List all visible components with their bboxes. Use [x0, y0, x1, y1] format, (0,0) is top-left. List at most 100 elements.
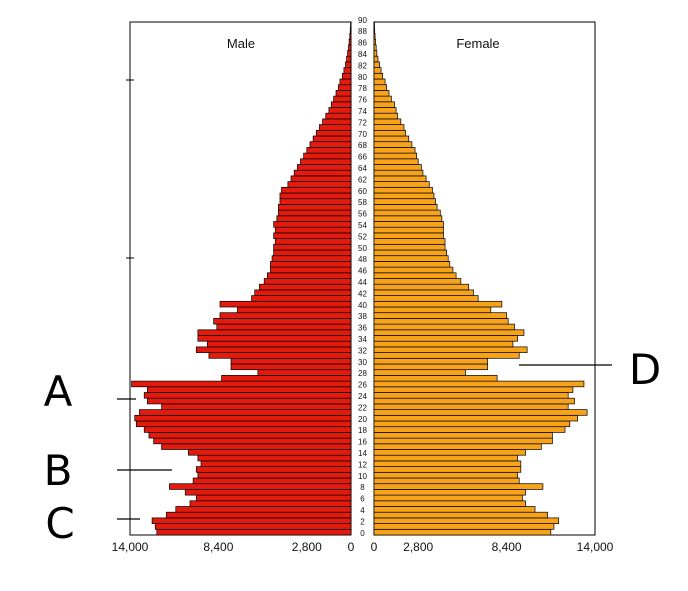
- female-bar-age-32: [373, 346, 528, 353]
- male-bar-age-59: [279, 192, 352, 200]
- female-bar-age-82: [373, 61, 380, 68]
- male-bar-age-61: [287, 181, 352, 188]
- female-bar-age-37: [373, 318, 509, 325]
- male-bar-age-33: [207, 340, 352, 348]
- female-bar-age-25: [373, 386, 574, 393]
- male-bar-age-67: [306, 147, 352, 154]
- female-bar-age-7: [373, 489, 526, 496]
- female-bar-age-21: [373, 409, 588, 416]
- male-bar-age-27: [221, 375, 352, 382]
- age-tick-8: 8: [360, 483, 365, 492]
- male-bar-age-86: [348, 38, 352, 46]
- male-bar-age-17: [148, 432, 352, 439]
- female-x-label-2: 8,400: [492, 540, 522, 554]
- age-tick-74: 74: [358, 107, 367, 116]
- female-bar-age-13: [373, 454, 518, 462]
- male-bar-age-60: [281, 186, 352, 194]
- male-bar-age-69: [312, 135, 352, 143]
- age-tick-44: 44: [358, 278, 367, 287]
- male-header: Male: [227, 36, 255, 51]
- female-bar-age-14: [373, 449, 526, 456]
- age-tick-22: 22: [358, 403, 367, 412]
- female-bar-age-84: [373, 50, 378, 57]
- male-x-label-0: 14,000: [112, 540, 149, 554]
- male-bar-age-87: [349, 33, 352, 40]
- age-tick-66: 66: [358, 153, 367, 162]
- female-bar-age-15: [373, 443, 542, 450]
- male-bar-age-58: [279, 198, 352, 205]
- female-bar-age-18: [373, 426, 566, 433]
- male-bar-age-39: [236, 306, 352, 314]
- female-bar-age-67: [373, 147, 416, 154]
- female-bar-age-58: [373, 198, 436, 205]
- female-bar-age-34: [373, 335, 518, 342]
- male-bar-age-70: [315, 129, 352, 137]
- male-bar-age-64: [296, 164, 352, 171]
- age-tick-48: 48: [358, 255, 367, 264]
- female-bar-age-69: [373, 135, 410, 143]
- female-bar-age-76: [373, 95, 392, 103]
- male-bar-age-82: [345, 61, 352, 68]
- female-bar-age-46: [373, 266, 454, 274]
- male-bar-age-36: [216, 323, 352, 331]
- female-bars: [373, 21, 588, 536]
- male-bar-age-0: [156, 528, 352, 536]
- age-tick-38: 38: [358, 312, 367, 321]
- age-tick-24: 24: [358, 392, 367, 401]
- female-bar-age-59: [373, 192, 435, 200]
- female-bar-age-86: [373, 38, 376, 46]
- female-bar-age-63: [373, 169, 424, 177]
- age-tick-2: 2: [360, 517, 365, 526]
- female-bar-age-61: [373, 181, 430, 188]
- female-bar-age-22: [373, 403, 569, 410]
- male-bar-age-63: [293, 169, 352, 177]
- annotation-c: C: [45, 499, 74, 548]
- age-tick-46: 46: [358, 267, 367, 276]
- female-bar-age-73: [373, 112, 399, 120]
- female-bar-age-39: [373, 306, 492, 314]
- male-bar-age-25: [147, 386, 352, 393]
- male-bar-age-76: [333, 95, 352, 103]
- female-bar-age-31: [373, 352, 520, 359]
- male-bar-age-31: [208, 352, 352, 359]
- age-tick-80: 80: [358, 73, 367, 82]
- age-tick-70: 70: [358, 130, 367, 139]
- male-bar-age-21: [139, 409, 352, 416]
- age-tick-10: 10: [358, 472, 367, 481]
- male-bar-age-66: [303, 152, 352, 160]
- age-tick-20: 20: [358, 415, 367, 424]
- female-bar-age-45: [373, 272, 457, 279]
- male-bar-age-72: [322, 118, 352, 125]
- female-bar-age-16: [373, 437, 553, 445]
- male-bar-age-54: [273, 221, 352, 228]
- male-bar-age-55: [276, 215, 352, 222]
- female-bar-age-62: [373, 175, 427, 182]
- female-bar-age-41: [373, 295, 479, 302]
- annotation-d: D: [629, 345, 661, 394]
- age-tick-58: 58: [358, 198, 367, 207]
- male-bar-age-12: [200, 460, 352, 467]
- age-tick-12: 12: [358, 460, 367, 469]
- male-bar-age-50: [273, 243, 352, 251]
- male-bar-age-6: [195, 494, 352, 502]
- female-bar-age-10: [373, 471, 518, 479]
- female-bar-age-38: [373, 312, 507, 319]
- age-tick-84: 84: [358, 50, 367, 59]
- male-bar-age-7: [184, 489, 352, 496]
- male-bar-age-57: [278, 204, 352, 211]
- male-bar-age-47: [270, 261, 352, 268]
- female-bar-age-26: [373, 380, 585, 388]
- male-bar-age-51: [274, 238, 352, 245]
- age-tick-54: 54: [358, 221, 367, 230]
- male-bar-age-23: [147, 397, 352, 405]
- age-tick-56: 56: [358, 210, 367, 219]
- age-tick-6: 6: [360, 495, 365, 504]
- female-bar-age-51: [373, 238, 446, 245]
- female-bar-age-0: [373, 528, 552, 536]
- annotation-b: B: [44, 446, 73, 495]
- female-bar-age-35: [373, 329, 525, 336]
- male-bar-age-22: [161, 403, 352, 410]
- male-bar-age-83: [346, 55, 352, 63]
- male-bar-age-2: [151, 517, 352, 524]
- age-tick-60: 60: [358, 187, 367, 196]
